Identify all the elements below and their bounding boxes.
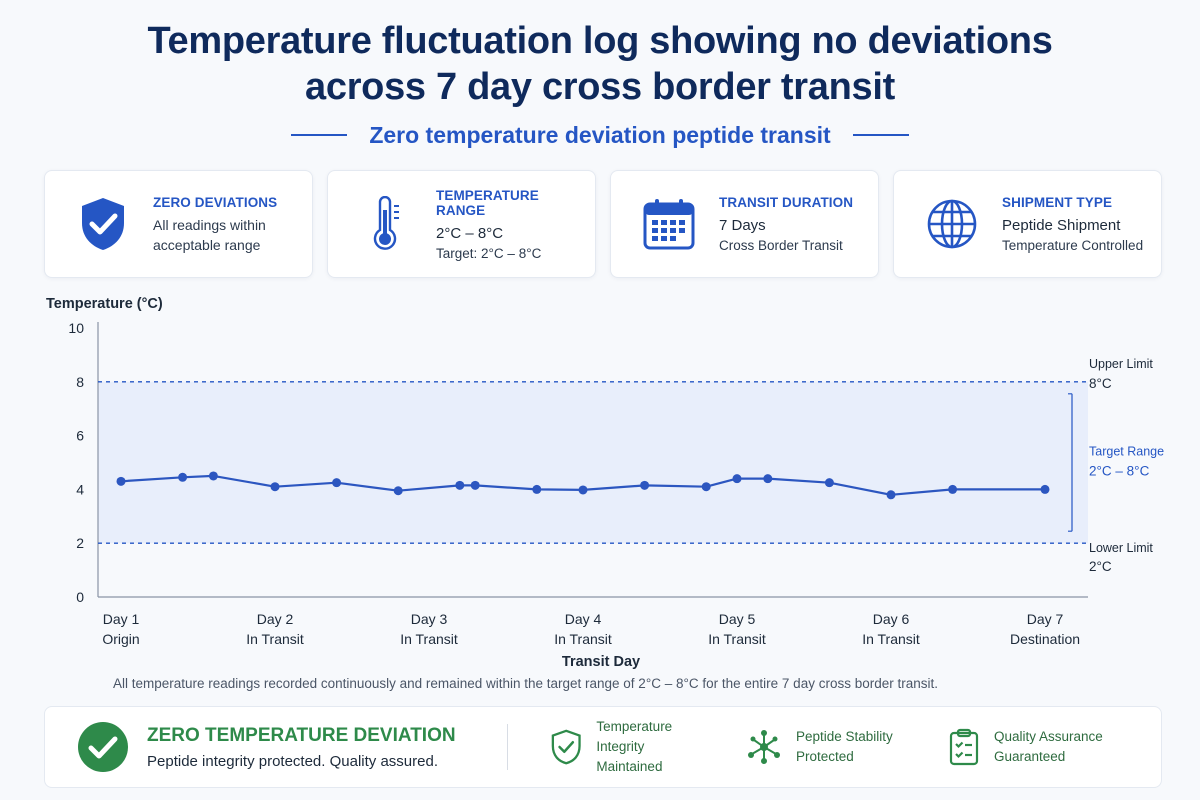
lower-limit-value: 2°C [1089,559,1112,574]
x-tick-sublabel: In Transit [708,631,766,647]
temperature-data-point [763,474,773,484]
x-tick-label: Day 1 [103,611,140,627]
x-tick-sublabel: In Transit [246,631,304,647]
upper-limit-value: 8°C [1089,376,1112,391]
summary-cards: ZERO DEVIATIONS All readings within acce… [44,170,1162,278]
y-tick-label: 0 [76,589,84,605]
subtitle-rule-left [291,134,348,136]
feature-line: Quality Assurance [994,729,1103,744]
divider [507,724,508,770]
temperature-data-point [393,486,403,496]
shield-check-icon [551,729,581,765]
calendar-icon [641,196,697,252]
temperature-chart-svg: Temperature (°C) 0 2 4 6 8 10 Upper Limit 8°C Tar… [46,296,1164,670]
card-title: TEMPERATURE RANGE [436,187,539,218]
temperature-data-point [1040,484,1050,494]
feature-peptide-stability: Peptide Stability Protected [718,727,928,767]
shield-check-icon [75,196,131,252]
clipboard-check-icon [949,728,979,766]
card-line: acceptable range [153,237,261,253]
subtitle-rule-right [852,134,909,136]
temperature-data-point [532,484,542,494]
page-subtitle: Zero temperature deviation peptide trans… [369,121,831,148]
x-tick-label: Day 5 [719,611,756,627]
temperature-data-point [455,480,465,490]
card-line: All readings within [153,217,266,233]
target-range-label: Target Range [1089,445,1164,459]
subtitle-row: Zero temperature deviation peptide trans… [0,118,1200,152]
page-title-line-2: across 7 day cross border transit [305,66,895,108]
upper-limit-label: Upper Limit [1089,357,1153,371]
temperature-data-point [116,476,126,486]
chart-footnote: All temperature readings recorded contin… [113,676,938,691]
x-tick-sublabel: Destination [1010,631,1080,647]
zero-deviation-subtitle: Peptide integrity protected. Quality ass… [147,752,438,770]
card-transit-duration: TRANSIT DURATION 7 Days Cross Border Tra… [610,170,879,278]
feature-line: Peptide Stability [796,729,893,744]
card-shipment-type: SHIPMENT TYPE Peptide Shipment Temperatu… [893,170,1162,278]
feature-line: Guaranteed [994,749,1066,764]
molecule-icon [748,730,780,764]
page-title-line-1: Temperature fluctuation log showing no d… [147,20,1053,62]
temperature-series-line [120,474,1045,496]
temperature-data-point [332,478,342,488]
x-tick-sublabel: In Transit [400,631,458,647]
x-tick-label: Day 2 [257,611,294,627]
y-tick-label: 8 [76,374,84,390]
target-range-value: 2°C – 8°C [1089,464,1150,479]
y-tick-label: 10 [68,320,84,336]
feature-line: Maintained [596,759,663,774]
lower-limit-label: Lower Limit [1089,541,1153,555]
temperature-data-point [701,482,711,492]
y-tick-label: 6 [76,428,84,444]
card-line: Cross Border Transit [719,238,843,253]
feature-temperature-integrity: Temperature Integrity Maintained [508,717,718,777]
zero-deviation-title: ZERO TEMPERATURE DEVIATION [147,724,456,746]
card-line: Temperature Controlled [1002,238,1144,253]
y-tick-label: 4 [76,481,84,497]
temperature-data-point [578,485,588,495]
temperature-data-point [178,472,188,482]
globe-icon [924,196,980,252]
temperature-chart: Temperature (°C) 0 2 4 6 8 10 Upper Limit 8°C Tar… [0,285,1200,705]
summary-banner: ZERO TEMPERATURE DEVIATION Peptide integ… [44,706,1162,788]
x-tick-sublabel: In Transit [554,631,612,647]
card-title: ZERO DEVIATIONS [153,195,278,210]
x-tick-label: Day 7 [1027,611,1064,627]
target-range-band [98,381,1088,544]
temperature-data-point [886,490,896,500]
card-zero-deviations: ZERO DEVIATIONS All readings within acce… [44,170,313,278]
temperature-data-point [208,471,218,481]
feature-line: Protected [796,749,854,764]
thermometer-icon [358,196,414,252]
x-tick-label: Day 6 [873,611,910,627]
temperature-data-point [824,478,834,488]
card-line: Peptide Shipment [1002,217,1121,234]
zero-deviation-block: ZERO TEMPERATURE DEVIATION Peptide integ… [45,721,507,773]
x-tick-sublabel: In Transit [862,631,920,647]
y-tick-label: 2 [76,535,84,551]
check-circle-icon [78,722,128,772]
x-axis-label: Transit Day [562,654,640,670]
card-line: 7 Days [719,217,766,234]
temperature-data-point [640,480,650,490]
page-title: Temperature fluctuation log showing no d… [0,18,1200,110]
feature-line: Temperature Integrity [596,719,673,754]
x-tick-label: Day 4 [565,611,602,627]
feature-quality-assurance: Quality Assurance Guaranteed [928,727,1138,767]
card-title: SHIPMENT TYPE [1002,195,1113,210]
card-line: 2°C – 8°C [436,224,504,242]
target-range-bracket [1068,393,1073,532]
x-tick-label: Day 3 [411,611,448,627]
x-tick-sublabel: Origin [102,631,139,647]
y-axis-label: Temperature (°C) [46,296,163,312]
temperature-data-point [270,482,280,492]
temperature-data-point [732,474,742,484]
card-line: Target: 2°C – 8°C [436,245,542,261]
temperature-data-point [470,480,480,490]
card-title: TRANSIT DURATION [719,195,854,210]
temperature-data-point [948,484,958,494]
card-temperature-range: TEMPERATURE RANGE 2°C – 8°C Target: 2°C … [327,170,596,278]
